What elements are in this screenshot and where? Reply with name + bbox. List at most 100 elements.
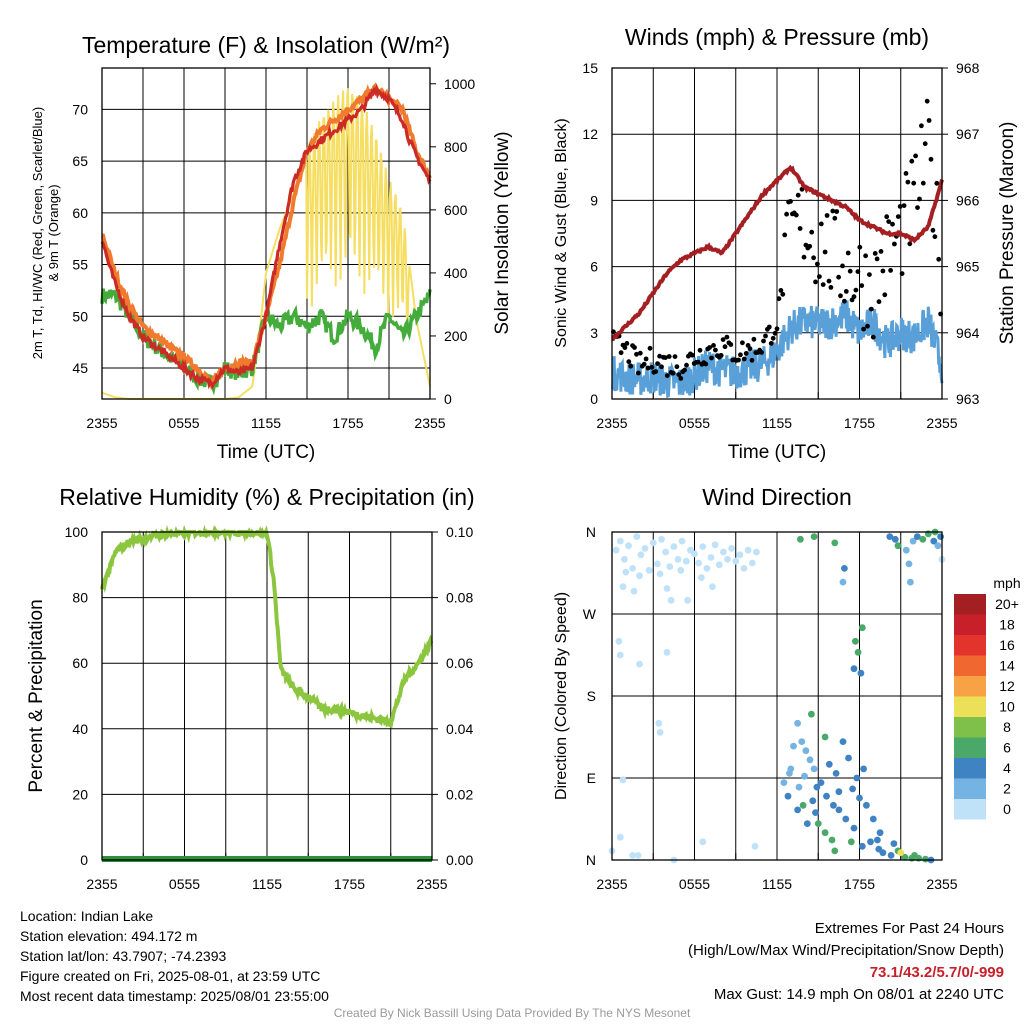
credit-text: Created By Nick Bassill Using Data Provi… <box>333 1006 691 1020</box>
gust-point <box>674 364 680 370</box>
y2-tick-label: 966 <box>956 192 980 208</box>
station-pressure-line <box>611 164 944 342</box>
legend-swatch <box>954 696 986 717</box>
gust-point <box>820 282 826 287</box>
gust-point <box>915 205 920 211</box>
gust-point <box>903 171 909 176</box>
gust-point <box>895 214 901 220</box>
gust-point <box>851 294 857 300</box>
y2-tick-label: 0.04 <box>446 721 473 737</box>
direction-point <box>678 537 686 545</box>
x-tick-label: 2355 <box>926 876 957 892</box>
direction-point <box>699 838 707 846</box>
gust-point <box>880 268 886 274</box>
legend-swatch <box>954 635 986 656</box>
y2-tick-label: 0.08 <box>446 590 473 606</box>
direction-point <box>869 815 877 823</box>
direction-point <box>839 578 847 586</box>
gust-point <box>801 254 807 260</box>
gust-point <box>836 274 841 280</box>
x-tick-label: 1755 <box>844 876 875 892</box>
plot-border <box>611 531 943 861</box>
y2-tick-label: 1000 <box>444 76 475 92</box>
gust-point <box>920 180 926 186</box>
x-tick-label: 2355 <box>596 876 627 892</box>
direction-point <box>663 648 671 656</box>
direction-point <box>798 738 806 745</box>
y2-axis-label: Solar Insolation (Yellow) <box>492 131 513 334</box>
y-tick-label: 65 <box>72 153 88 169</box>
gust-point <box>722 344 728 350</box>
legend-swatch <box>954 676 986 697</box>
sonic-wind-line <box>610 300 944 399</box>
gust-point <box>718 353 724 358</box>
direction-point <box>684 596 691 604</box>
direction-point <box>930 537 938 545</box>
gust-point <box>763 333 768 339</box>
gust-point <box>664 373 670 378</box>
direction-point <box>858 842 866 850</box>
gust-point <box>778 288 784 293</box>
gust-point <box>780 291 786 297</box>
direction-point <box>919 535 927 543</box>
legend-label: 20+ <box>995 596 1019 612</box>
direction-point <box>637 551 645 559</box>
direction-point <box>612 546 620 554</box>
y2-tick-label: 400 <box>444 265 468 281</box>
gust-point <box>840 263 845 269</box>
direction-point <box>655 719 663 727</box>
location-text: Location: Indian Lake <box>20 908 154 924</box>
gust-point <box>626 359 632 365</box>
y-tick-label: W <box>583 606 597 622</box>
direction-point <box>621 555 628 563</box>
gust-point <box>637 350 643 356</box>
direction-point <box>907 578 914 586</box>
gust-point <box>878 249 884 254</box>
gust-point <box>913 153 918 159</box>
max-gust-text: Max Gust: 14.9 mph On 08/01 at 2240 UTC <box>713 986 1004 1003</box>
extremes-values: 73.1/43.2/5.7/0/-999 <box>869 964 1004 981</box>
direction-point <box>814 820 822 827</box>
direction-point <box>847 838 855 846</box>
direction-point <box>887 852 895 859</box>
gust-point <box>728 342 734 347</box>
direction-point <box>830 801 837 809</box>
y-tick-label: 55 <box>72 257 88 273</box>
legend-label: 4 <box>1003 760 1011 776</box>
gust-point <box>684 362 689 368</box>
legend-swatch <box>954 799 986 820</box>
direction-point <box>666 563 674 570</box>
x-tick-label: 1755 <box>334 876 365 892</box>
direction-point <box>677 566 685 574</box>
gust-point <box>888 268 893 273</box>
direction-point <box>619 776 627 784</box>
gust-point <box>928 156 934 162</box>
y2-tick-label: 963 <box>956 391 980 407</box>
gust-point <box>818 221 824 227</box>
direction-point <box>808 710 815 718</box>
gust-point <box>707 345 712 350</box>
gust-point <box>899 271 905 276</box>
extremes-title: Extremes For Past 24 Hours <box>814 920 1004 937</box>
direction-point <box>909 537 917 545</box>
direction-point <box>625 542 632 550</box>
direction-point <box>876 829 884 837</box>
extremes-panel: Extremes For Past 24 Hours (High/Low/Max… <box>688 918 1004 1006</box>
direction-point <box>784 792 792 800</box>
direction-point <box>858 624 866 632</box>
recent-text: Most recent data timestamp: 2025/08/01 2… <box>20 988 329 1004</box>
direction-point <box>748 559 756 567</box>
gust-point <box>643 356 649 362</box>
direction-point <box>835 788 843 796</box>
gust-point <box>749 357 755 363</box>
x-tick-label: 1755 <box>332 415 363 431</box>
y-tick-label: 0 <box>590 391 598 407</box>
direction-point <box>803 820 811 827</box>
gust-point <box>768 341 774 346</box>
gust-point <box>795 192 801 198</box>
gust-point <box>876 299 882 305</box>
direction-point <box>636 660 643 668</box>
legend-label: 12 <box>999 678 1015 694</box>
humidity-chart: 2355 0555 1155 1755 2355 Relative Humidity (%… <box>26 484 475 892</box>
gust-point <box>811 255 816 261</box>
